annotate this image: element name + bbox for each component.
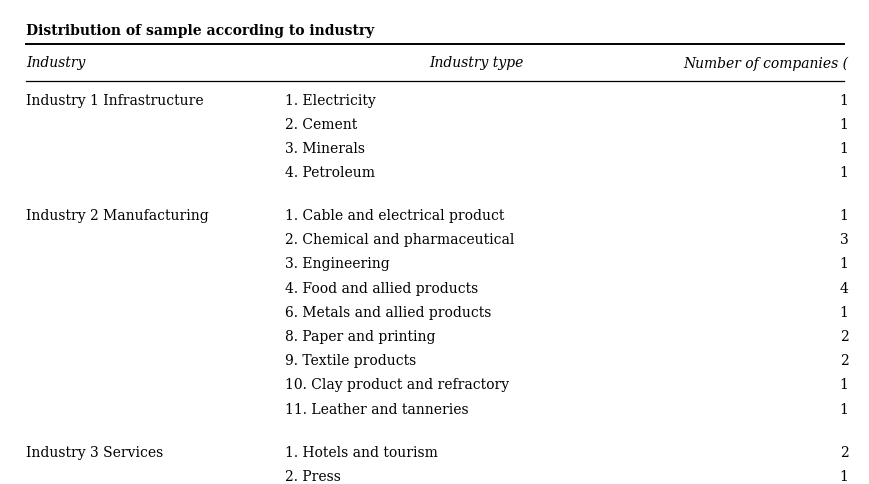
Text: Number of companies (: Number of companies ( bbox=[683, 56, 847, 71]
Text: 1: 1 bbox=[839, 209, 847, 223]
Text: 2. Press: 2. Press bbox=[284, 469, 340, 483]
Text: 8. Paper and printing: 8. Paper and printing bbox=[284, 329, 434, 343]
Text: 3. Minerals: 3. Minerals bbox=[284, 142, 364, 156]
Text: 6. Metals and allied products: 6. Metals and allied products bbox=[284, 305, 490, 319]
Text: Distribution of sample according to industry: Distribution of sample according to indu… bbox=[26, 24, 374, 38]
Text: 1: 1 bbox=[839, 118, 847, 132]
Text: 1: 1 bbox=[839, 257, 847, 271]
Text: 1. Hotels and tourism: 1. Hotels and tourism bbox=[284, 445, 437, 458]
Text: 3. Engineering: 3. Engineering bbox=[284, 257, 389, 271]
Text: Industry 1 Infrastructure: Industry 1 Infrastructure bbox=[26, 93, 203, 107]
Text: 9. Textile products: 9. Textile products bbox=[284, 353, 415, 367]
Text: 1: 1 bbox=[839, 402, 847, 416]
Text: 1: 1 bbox=[839, 142, 847, 156]
Text: 1. Electricity: 1. Electricity bbox=[284, 93, 375, 107]
Text: 2. Chemical and pharmaceutical: 2. Chemical and pharmaceutical bbox=[284, 233, 514, 247]
Text: Industry 2 Manufacturing: Industry 2 Manufacturing bbox=[26, 209, 209, 223]
Text: 11. Leather and tanneries: 11. Leather and tanneries bbox=[284, 402, 468, 416]
Text: Industry type: Industry type bbox=[429, 56, 523, 70]
Text: 4: 4 bbox=[839, 281, 847, 295]
Text: 2: 2 bbox=[839, 445, 847, 458]
Text: 1: 1 bbox=[839, 305, 847, 319]
Text: 1. Cable and electrical product: 1. Cable and electrical product bbox=[284, 209, 503, 223]
Text: Industry 3 Services: Industry 3 Services bbox=[26, 445, 163, 458]
Text: 1: 1 bbox=[839, 166, 847, 180]
Text: 4. Food and allied products: 4. Food and allied products bbox=[284, 281, 477, 295]
Text: 10. Clay product and refractory: 10. Clay product and refractory bbox=[284, 378, 508, 392]
Text: 3: 3 bbox=[839, 233, 847, 247]
Text: 1: 1 bbox=[839, 469, 847, 483]
Text: 2. Cement: 2. Cement bbox=[284, 118, 356, 132]
Text: 1: 1 bbox=[839, 378, 847, 392]
Text: Industry: Industry bbox=[26, 56, 85, 70]
Text: 1: 1 bbox=[839, 93, 847, 107]
Text: 4. Petroleum: 4. Petroleum bbox=[284, 166, 375, 180]
Text: 2: 2 bbox=[839, 329, 847, 343]
Text: 2: 2 bbox=[839, 353, 847, 367]
